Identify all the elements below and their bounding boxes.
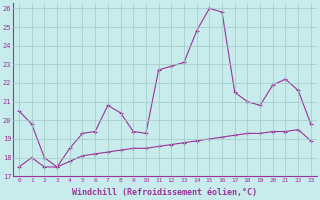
X-axis label: Windchill (Refroidissement éolien,°C): Windchill (Refroidissement éolien,°C): [72, 188, 258, 197]
